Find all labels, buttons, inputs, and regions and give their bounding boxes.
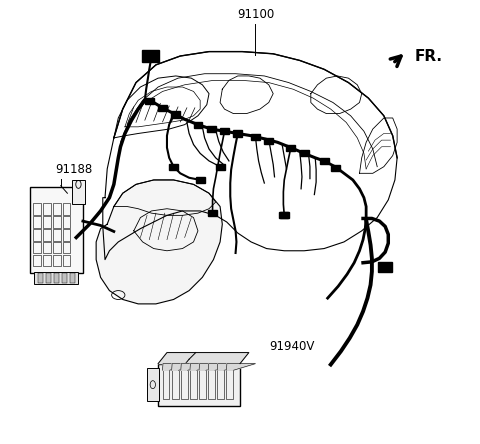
Bar	[53, 216, 61, 228]
Bar	[43, 242, 51, 254]
Bar	[62, 242, 71, 254]
Bar	[300, 151, 309, 156]
Bar	[181, 370, 188, 399]
Bar	[207, 126, 216, 132]
Bar	[158, 105, 167, 111]
Polygon shape	[227, 364, 255, 370]
Bar	[54, 273, 59, 283]
Bar	[172, 370, 179, 399]
Polygon shape	[158, 353, 249, 364]
Bar	[43, 255, 51, 266]
Polygon shape	[190, 364, 219, 370]
Text: FR.: FR.	[415, 48, 443, 63]
Text: 91100: 91100	[237, 8, 274, 20]
Polygon shape	[163, 364, 192, 370]
Bar	[287, 145, 295, 151]
Bar	[217, 370, 224, 399]
Bar	[38, 273, 43, 283]
Polygon shape	[199, 364, 228, 370]
Bar	[158, 364, 240, 406]
Bar	[33, 229, 41, 241]
Polygon shape	[172, 364, 201, 370]
Bar	[331, 165, 339, 171]
Bar	[208, 210, 217, 216]
Bar	[33, 216, 41, 228]
Bar	[33, 203, 41, 215]
Bar	[46, 273, 51, 283]
Bar	[62, 203, 71, 215]
Bar	[62, 216, 71, 228]
Bar	[227, 370, 233, 399]
Bar	[233, 131, 242, 137]
Bar	[251, 134, 260, 140]
Bar	[62, 255, 71, 266]
Polygon shape	[208, 364, 237, 370]
Bar	[196, 177, 204, 183]
Bar	[43, 203, 51, 215]
Bar	[199, 370, 206, 399]
Bar	[30, 186, 83, 273]
Bar	[220, 128, 229, 135]
Text: 91188: 91188	[55, 163, 92, 175]
Bar	[34, 272, 78, 284]
Bar	[163, 370, 169, 399]
Bar	[72, 180, 85, 204]
Bar	[53, 203, 61, 215]
Polygon shape	[96, 180, 222, 304]
Bar	[378, 262, 392, 272]
Bar	[190, 370, 197, 399]
Bar	[169, 163, 178, 170]
Bar	[53, 229, 61, 241]
Bar	[33, 242, 41, 254]
Bar	[70, 273, 75, 283]
Polygon shape	[181, 364, 210, 370]
Bar	[53, 255, 61, 266]
Bar	[62, 229, 71, 241]
Bar	[53, 242, 61, 254]
Bar	[279, 212, 288, 218]
Bar	[280, 212, 288, 218]
Bar	[264, 138, 273, 144]
Bar	[216, 163, 225, 170]
Bar	[33, 255, 41, 266]
Bar	[142, 50, 158, 62]
Bar	[145, 98, 154, 104]
Bar	[208, 370, 215, 399]
Polygon shape	[217, 364, 246, 370]
Text: 91940V: 91940V	[269, 340, 314, 353]
Bar	[171, 111, 180, 118]
Bar	[61, 273, 67, 283]
Bar	[193, 122, 203, 128]
Bar	[147, 368, 159, 401]
Bar	[43, 216, 51, 228]
Bar	[320, 158, 328, 164]
Bar	[43, 229, 51, 241]
